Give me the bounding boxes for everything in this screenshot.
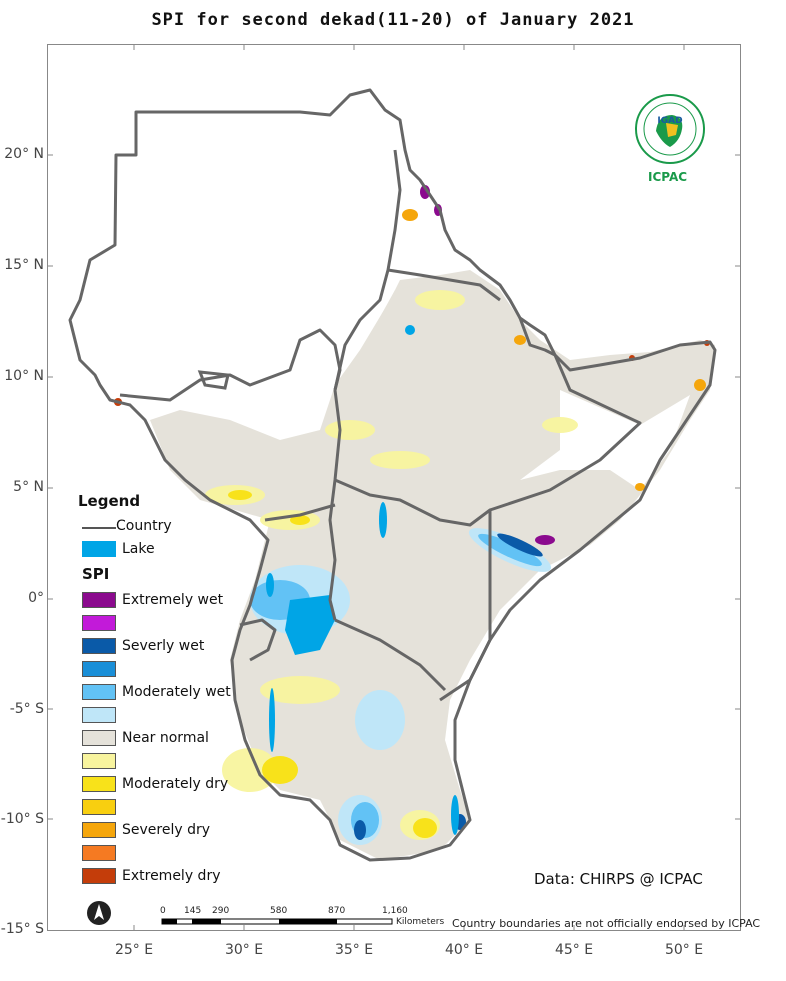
moderately-dry-patches	[228, 490, 437, 838]
lat-label-15n: 15° N	[4, 257, 44, 273]
spi-swatch	[82, 868, 116, 884]
spi-swatch	[82, 776, 116, 792]
spi-swatch	[82, 845, 116, 861]
lon-label-45e: 45° E	[554, 942, 594, 958]
scale-bar-graphic	[161, 918, 393, 925]
spi-swatch	[82, 638, 116, 654]
lat-label-10s: -10° S	[0, 811, 44, 827]
spi-class-label: Moderately dry	[122, 776, 229, 792]
disclaimer: Country boundaries are not officially en…	[452, 917, 761, 930]
spi-swatch	[82, 592, 116, 608]
border-uganda-southsudan	[264, 503, 336, 522]
lon-label-35e: 35° E	[334, 942, 374, 958]
scale-unit: Kilometers	[396, 917, 445, 927]
igad-seal-icon: IGAD	[635, 94, 705, 164]
lake-victoria	[285, 595, 335, 655]
lon-label-30e: 30° E	[224, 942, 264, 958]
spi-class-label: Extremely dry	[122, 868, 221, 884]
scale-tick-580: 580	[270, 906, 288, 916]
legend-lake-label: Lake	[122, 541, 155, 557]
spi-swatch	[82, 799, 116, 815]
lake-turkana	[379, 502, 387, 538]
spi-swatch	[82, 707, 116, 723]
region-ogaden-white	[520, 390, 690, 490]
lat-label-5n: 5° N	[13, 479, 44, 495]
spi-swatch	[82, 661, 116, 677]
lake-malawi	[451, 795, 459, 835]
scale-tick-290: 290	[212, 906, 230, 916]
grid-ticks	[47, 44, 741, 931]
lat-label-20n: 20° N	[4, 146, 44, 162]
north-arrow-icon	[87, 901, 111, 925]
scale-tick-0: 0	[160, 906, 166, 916]
spi-class-label: Extremely wet	[122, 592, 224, 608]
scale-tick-1160: 1,160	[382, 906, 408, 916]
spi-class-label: Severely dry	[122, 822, 211, 838]
spi-swatch	[82, 730, 116, 746]
border-southsudan-ethiopia	[333, 389, 342, 481]
lon-label-40e: 40° E	[444, 942, 484, 958]
lon-label-25e: 25° E	[114, 942, 154, 958]
border-ethiopia-somalia	[489, 354, 642, 512]
lakes	[266, 325, 459, 835]
spi-class-label: Moderately wet	[122, 684, 231, 700]
border-kenya-tanzania	[334, 618, 447, 692]
lake-albert	[266, 573, 274, 597]
spi-swatch	[82, 822, 116, 838]
country-line-icon	[82, 527, 116, 529]
region-north-white	[70, 95, 420, 400]
border-sudan-southsudan	[119, 328, 342, 402]
lat-label-0: 0°	[28, 590, 44, 606]
sudan-lower-border	[197, 370, 230, 390]
scale-tick-145: 145	[184, 906, 202, 916]
lake-swatch	[82, 541, 116, 557]
severely-dry-patches	[402, 209, 706, 491]
spi-class-label: Severly wet	[122, 638, 205, 654]
spi-swatch	[82, 753, 116, 769]
logo-acronym: IGAD	[657, 116, 682, 126]
legend-spi-title: SPI	[82, 565, 110, 583]
spi-swatch	[82, 684, 116, 700]
border-rwanda-burundi	[239, 618, 277, 662]
map-title: SPI for second dekad(11-20) of January 2…	[151, 10, 635, 30]
lat-label-15s: -15° S	[0, 921, 44, 937]
scale-bar: 0 145 290 580 870 1,160 Kilometers	[160, 906, 460, 936]
spi-class-label: Near normal	[122, 730, 209, 746]
lon-label-50e: 50° E	[664, 942, 704, 958]
logo-name: ICPAC	[648, 170, 688, 184]
border-eritrea-ethiopia	[387, 268, 501, 302]
border-sudan-ethiopia	[333, 149, 402, 391]
data-source: Data: CHIRPS @ ICPAC	[534, 870, 703, 888]
lat-label-10n: 10° N	[4, 368, 44, 384]
scale-tick-870: 870	[328, 906, 346, 916]
border-djibouti	[518, 317, 556, 357]
lake-tana	[405, 325, 415, 335]
spi-swatch	[82, 615, 116, 631]
lat-label-5s: -5° S	[9, 701, 44, 717]
legend-title: Legend	[78, 492, 141, 510]
lake-tanganyika	[269, 688, 275, 752]
border-kenya	[334, 478, 492, 702]
country-boundaries	[68, 88, 717, 862]
legend-country-label: Country	[116, 518, 172, 534]
